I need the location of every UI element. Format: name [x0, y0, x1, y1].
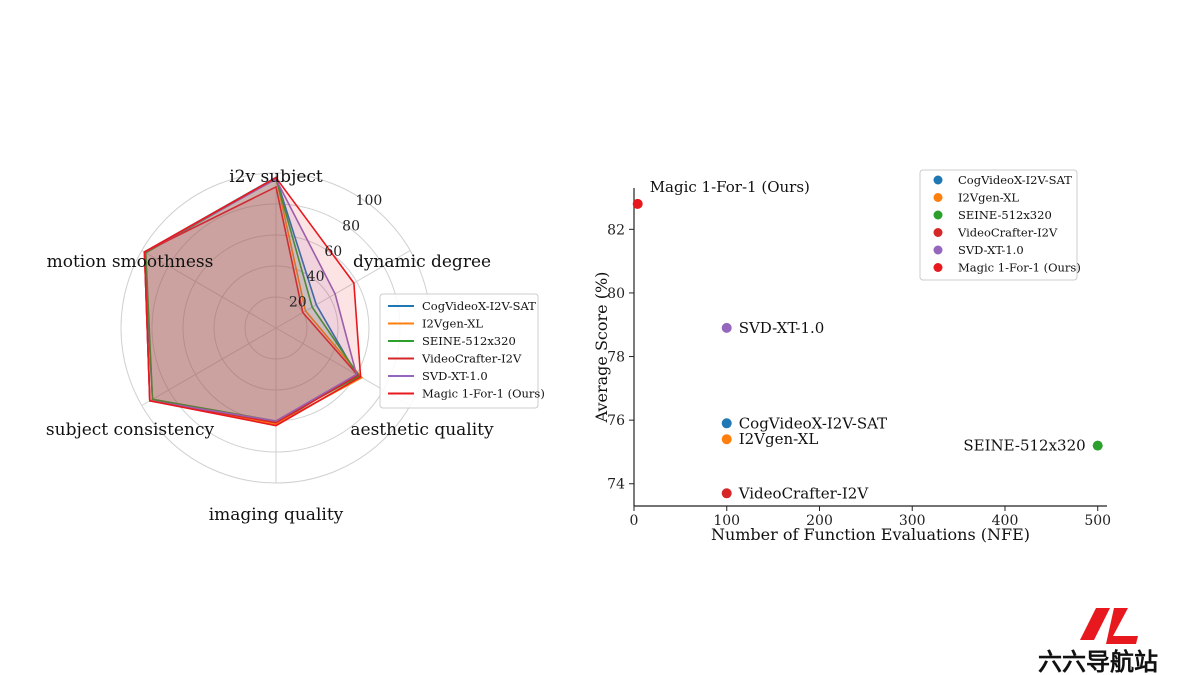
scatter-legend-label: Magic 1-For-1 (Ours) [958, 261, 1081, 275]
radar-legend: CogVideoX-I2V-SAT I2Vgen-XL SEINE-512x320 V… [379, 293, 545, 409]
scatter-point [721, 434, 732, 445]
radar-spoke [141, 327, 277, 406]
radar-legend-label: I2Vgen-XL [422, 317, 483, 331]
radar-legend-label: Magic 1-For-1 (Ours) [422, 387, 545, 401]
radar-axis-label: motion smoothness [47, 252, 214, 272]
scatter-legend-marker [933, 193, 943, 202]
radar-legend-box [379, 293, 539, 409]
scatter-xtick-label: 100 [713, 513, 740, 529]
radar-legend-label: SVD-XT-1.0 [422, 369, 488, 383]
scatter-legend-marker [933, 228, 943, 237]
radar-spoke [275, 250, 411, 329]
radar-axis-label: imaging quality [209, 505, 344, 525]
scatter-point [632, 198, 643, 209]
scatter-legend-marker [933, 263, 943, 272]
scatter-point-label: SEINE-512x320 [963, 437, 1085, 455]
scatter-point [1092, 440, 1103, 451]
scatter-ytick-label: 74 [607, 477, 625, 493]
scatter-point-label: Magic 1-For-1 (Ours) [650, 178, 810, 196]
scatter-xtick-label: 0 [630, 513, 639, 529]
radar-rtick-label: 60 [324, 244, 342, 260]
scatter-legend-marker [933, 210, 943, 220]
scatter-legend-label: SEINE-512x320 [958, 208, 1052, 222]
scatter-legend: CogVideoX-I2V-SAT I2Vgen-XL SEINE-512x320 V… [919, 169, 1081, 281]
scatter-xtick-label: 500 [1084, 513, 1111, 529]
scatter-point [721, 418, 732, 429]
scatter-point [721, 322, 732, 333]
scatter-ytick-label: 78 [607, 350, 625, 366]
scatter-legend-label: CogVideoX-I2V-SAT [958, 173, 1072, 187]
scatter-legend-marker [933, 175, 943, 185]
radar-spoke [141, 250, 277, 329]
scatter-xtick-label: 400 [992, 513, 1019, 529]
scatter-legend-marker [933, 245, 943, 255]
radar-axis-label: aesthetic quality [350, 420, 494, 440]
radar-axis-label: dynamic degree [353, 252, 491, 272]
scatter-chart: 0 100 200 300 400 500 74 76 78 80 82 Number of Func… [592, 169, 1111, 544]
ll-logo-icon [1080, 608, 1138, 644]
radar-series-5 [143, 176, 362, 427]
radar-rtick-label: 40 [307, 269, 325, 285]
scatter-point-label: VideoCrafter-I2V [738, 484, 870, 502]
scatter-xtick-label: 300 [899, 513, 926, 529]
scatter-point-label: I2Vgen-XL [739, 430, 819, 448]
watermark-logo: 六六导航站 [1038, 608, 1158, 675]
scatter-point-label: CogVideoX-I2V-SAT [739, 414, 887, 432]
scatter-legend-label: I2Vgen-XL [958, 191, 1019, 205]
radar-legend-label: SEINE-512x320 [422, 334, 516, 348]
scatter-ylabel: Average Score (%) [592, 272, 611, 424]
scatter-xtick-label: 200 [806, 513, 833, 529]
scatter-legend-label: SVD-XT-1.0 [958, 243, 1024, 257]
scatter-ytick-label: 80 [607, 286, 625, 302]
radar-rtick-label: 100 [356, 193, 383, 209]
scatter-legend-label: VideoCrafter-I2V [957, 226, 1058, 240]
scatter-ytick-label: 82 [607, 222, 625, 238]
scatter-ytick-label: 76 [607, 413, 625, 429]
radar-axis-label: i2v subject [229, 167, 323, 187]
radar-legend-label: CogVideoX-I2V-SAT [422, 299, 536, 313]
watermark-text: 六六导航站 [1038, 648, 1158, 675]
radar-rtick-label: 80 [342, 218, 360, 234]
scatter-point [721, 488, 732, 499]
scatter-xlabel: Number of Function Evaluations (NFE) [711, 525, 1030, 544]
scatter-legend-box [919, 169, 1078, 281]
radar-legend-label: VideoCrafter-I2V [421, 352, 522, 366]
radar-rtick-label: 20 [289, 295, 307, 311]
scatter-point-label: SVD-XT-1.0 [739, 319, 825, 337]
radar-axis-label: subject consistency [46, 420, 215, 440]
